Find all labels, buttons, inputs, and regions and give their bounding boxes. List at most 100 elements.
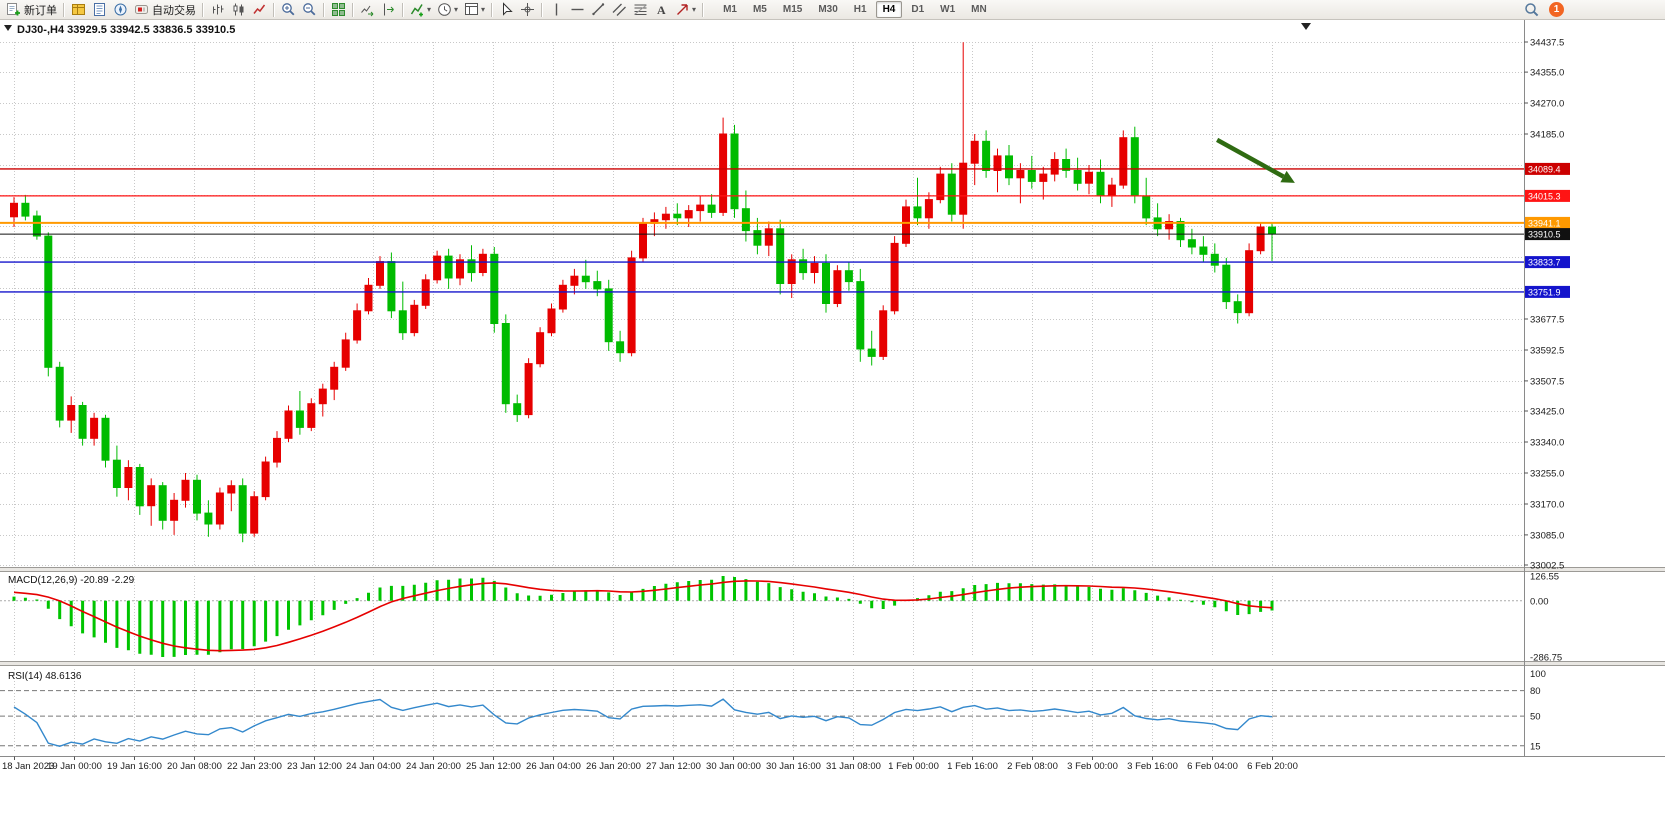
- timeframe-W1[interactable]: W1: [940, 4, 956, 15]
- candlestick-chart-button[interactable]: [228, 1, 249, 19]
- svg-text:19 Jan 16:00: 19 Jan 16:00: [107, 761, 162, 772]
- svg-text:34089.4: 34089.4: [1528, 164, 1561, 174]
- svg-text:50: 50: [1530, 712, 1541, 723]
- market-watch-button[interactable]: [68, 1, 89, 19]
- zoom-out-icon: [302, 2, 317, 17]
- line-chart-button[interactable]: [249, 1, 270, 19]
- support-line-2[interactable]: 33751.9: [0, 285, 1570, 298]
- svg-text:100: 100: [1530, 669, 1546, 680]
- chevron-down-icon[interactable]: ▾: [481, 5, 486, 14]
- timeframe-H4[interactable]: H4: [875, 1, 903, 18]
- price-chart[interactable]: 34089.4 34015.3 33941.1 33833.7 33751.9 33910…: [0, 20, 1665, 830]
- chart-shift-marker[interactable]: [1301, 23, 1311, 30]
- template-icon: [464, 2, 479, 17]
- svg-text:2 Feb 08:00: 2 Feb 08:00: [1007, 761, 1058, 772]
- rsi-scale-labels: 100 80 50 15: [1530, 669, 1546, 752]
- svg-text:22 Jan 23:00: 22 Jan 23:00: [227, 761, 282, 772]
- chevron-down-icon[interactable]: ▾: [427, 5, 432, 14]
- timeframe-M5[interactable]: M5: [752, 4, 767, 15]
- channel-button[interactable]: [609, 1, 630, 19]
- svg-text:33340.0: 33340.0: [1530, 438, 1564, 449]
- trend-arrow-annotation[interactable]: [1216, 137, 1295, 183]
- svg-text:A: A: [657, 3, 666, 17]
- zoom-in-button[interactable]: [278, 1, 299, 19]
- toolbar-separator: [323, 2, 325, 17]
- pivot-line[interactable]: 33941.1: [0, 216, 1570, 229]
- notification-badge[interactable]: 1: [1549, 2, 1564, 17]
- auto-scroll-button[interactable]: [357, 1, 378, 19]
- text-tool-button[interactable]: A: [651, 1, 672, 19]
- svg-text:33910.5: 33910.5: [1528, 230, 1561, 240]
- new-order-icon: [6, 2, 21, 17]
- svg-text:15: 15: [1530, 741, 1541, 752]
- macd-signal-line: [13, 580, 1273, 652]
- autotrading-button[interactable]: 自动交易: [131, 1, 199, 19]
- navigator-icon: [113, 2, 128, 17]
- vertical-gridlines: [14, 42, 1273, 751]
- svg-text:24 Jan 20:00: 24 Jan 20:00: [406, 761, 461, 772]
- chart-window[interactable]: 34089.4 34015.3 33941.1 33833.7 33751.9 33910…: [0, 20, 1665, 830]
- resistance-line-2[interactable]: 34015.3: [0, 189, 1570, 202]
- market-watch-icon: [71, 2, 86, 17]
- svg-text:23 Jan 12:00: 23 Jan 12:00: [287, 761, 342, 772]
- one-click-trading-toggle[interactable]: [4, 25, 12, 31]
- candlestick-chart-icon: [231, 2, 246, 17]
- vertical-line-button[interactable]: [546, 1, 567, 19]
- chart-shift-button[interactable]: [378, 1, 399, 19]
- timeframe-M30[interactable]: M30: [818, 4, 838, 15]
- chevron-down-icon[interactable]: ▾: [692, 5, 697, 14]
- timeframe-M1[interactable]: M1: [723, 4, 737, 15]
- arrows-icon: [675, 2, 690, 17]
- chevron-down-icon[interactable]: ▾: [454, 5, 459, 14]
- arrows-tool-button[interactable]: ▾: [672, 1, 699, 19]
- svg-text:24 Jan 04:00: 24 Jan 04:00: [346, 761, 401, 772]
- svg-text:6 Feb 04:00: 6 Feb 04:00: [1187, 761, 1238, 772]
- auto-scroll-icon: [360, 2, 375, 17]
- templates-button[interactable]: ▾: [461, 1, 488, 19]
- svg-text:31 Jan 08:00: 31 Jan 08:00: [826, 761, 881, 772]
- new-order-button[interactable]: 新订单: [3, 1, 60, 19]
- trendline-button[interactable]: [588, 1, 609, 19]
- svg-text:1 Feb 00:00: 1 Feb 00:00: [888, 761, 939, 772]
- chart-title: DJ30-,H4 33929.5 33942.5 33836.5 33910.5: [17, 24, 235, 36]
- data-window-button[interactable]: [89, 1, 110, 19]
- svg-text:25 Jan 12:00: 25 Jan 12:00: [466, 761, 521, 772]
- svg-text:33170.0: 33170.0: [1530, 500, 1564, 511]
- pane-splitter[interactable]: [0, 567, 1665, 572]
- fibonacci-button[interactable]: [630, 1, 651, 19]
- svg-text:34355.0: 34355.0: [1530, 68, 1564, 79]
- crosshair-button[interactable]: [517, 1, 538, 19]
- cursor-button[interactable]: [496, 1, 517, 19]
- svg-text:26 Jan 04:00: 26 Jan 04:00: [526, 761, 581, 772]
- svg-text:6 Feb 20:00: 6 Feb 20:00: [1247, 761, 1298, 772]
- svg-text:34015.3: 34015.3: [1528, 191, 1561, 201]
- bar-chart-button[interactable]: [207, 1, 228, 19]
- svg-text:3 Feb 16:00: 3 Feb 16:00: [1127, 761, 1178, 772]
- autotrading-button-label: 自动交易: [152, 4, 196, 17]
- horizontal-line-button[interactable]: [567, 1, 588, 19]
- timeframe-MN[interactable]: MN: [971, 4, 987, 15]
- timeframe-H1[interactable]: H1: [853, 4, 867, 15]
- tile-windows-button[interactable]: [328, 1, 349, 19]
- crosshair-icon: [520, 2, 535, 17]
- pane-splitter[interactable]: [0, 661, 1665, 666]
- indicators-button[interactable]: ▾: [407, 1, 434, 19]
- support-line-1[interactable]: 33833.7: [0, 256, 1570, 269]
- indicators-icon: [410, 2, 425, 17]
- clock-icon: [437, 2, 452, 17]
- price-scale-labels[interactable]: 34437.5 34355.0 34270.0 34185.0 33677.5 33592…: [1524, 38, 1564, 572]
- toolbar-separator: [541, 2, 544, 17]
- svg-text:33833.7: 33833.7: [1528, 258, 1561, 268]
- search-button[interactable]: [1521, 1, 1542, 19]
- trendline-icon: [591, 2, 606, 17]
- timeframe-M15[interactable]: M15: [782, 4, 803, 15]
- periods-button[interactable]: ▾: [434, 1, 461, 19]
- timeframe-D1[interactable]: D1: [911, 4, 925, 15]
- svg-text:33751.9: 33751.9: [1528, 287, 1561, 297]
- svg-text:33677.5: 33677.5: [1530, 315, 1564, 326]
- zoom-out-button[interactable]: [299, 1, 320, 19]
- rsi-label: RSI(14) 48.6136: [8, 671, 82, 682]
- navigator-button[interactable]: [110, 1, 131, 19]
